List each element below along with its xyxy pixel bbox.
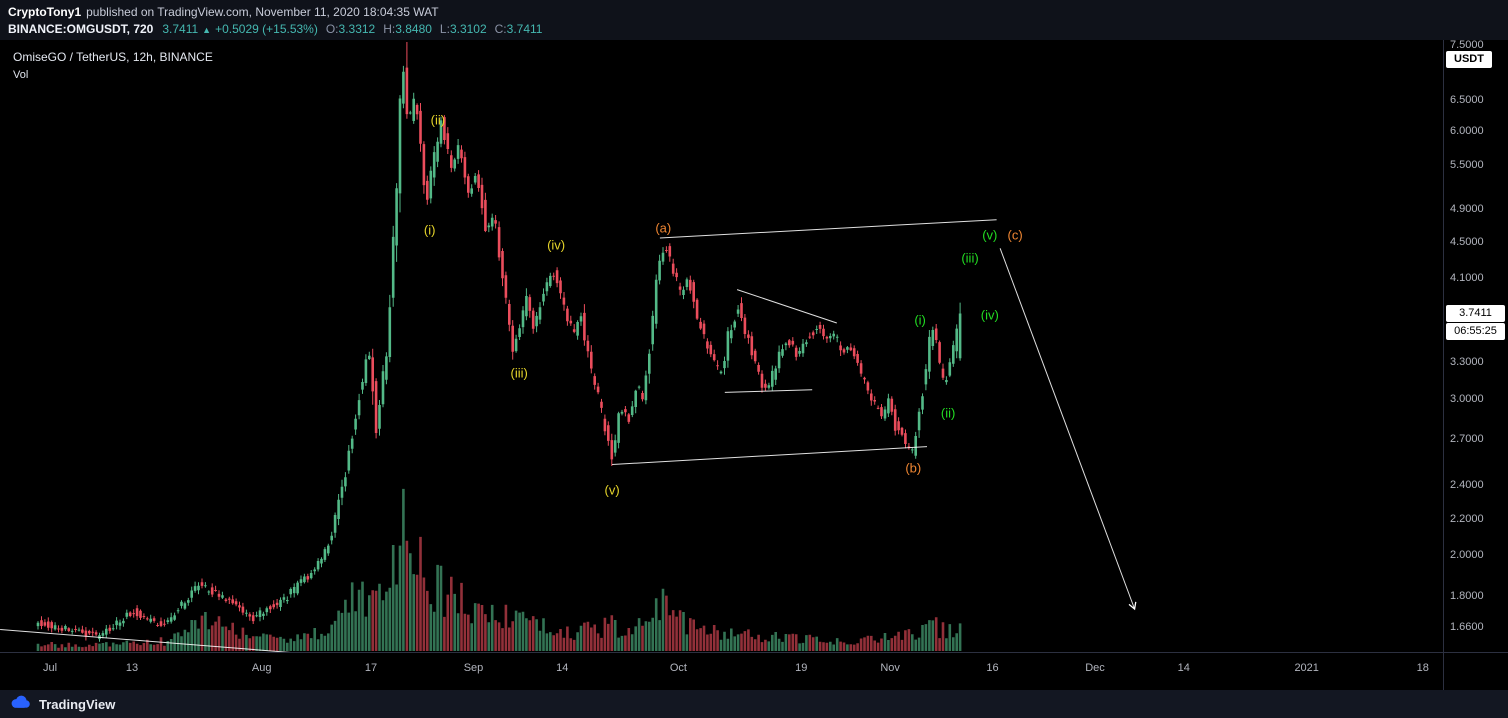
price-tick-label: 2.7000 xyxy=(1450,433,1484,446)
price-tick-label: 6.5000 xyxy=(1450,94,1484,107)
open-label: O: xyxy=(325,22,339,36)
footer-bar: TradingView xyxy=(0,690,1508,718)
low-label: L: xyxy=(439,22,450,36)
symbol-info-bar: BINANCE:OMGUSDT, 720 3.7411 ▲ +0.5029 (+15.… xyxy=(8,22,1500,36)
symbol-name[interactable]: BINANCE:OMGUSDT, 720 xyxy=(8,22,154,36)
time-tick-label: 14 xyxy=(1177,662,1190,674)
publish-info: published on TradingView.com, November 1… xyxy=(86,5,439,19)
tradingview-logo[interactable] xyxy=(9,694,32,714)
time-tick-label: Oct xyxy=(669,662,687,674)
time-axis[interactable]: Jul 13 Aug 17 Sep 14 Oct 19 Nov 16 Dec 14 2021 18 xyxy=(0,652,1508,690)
time-tick-label: 18 xyxy=(1416,662,1429,674)
candles-layer xyxy=(36,42,962,642)
time-tick-label: 17 xyxy=(364,662,378,674)
legend-symbol[interactable]: OmiseGO / TetherUS, 12h, BINANCE xyxy=(13,50,213,64)
up-arrow-icon: ▲ xyxy=(202,25,212,35)
time-tick-label: 13 xyxy=(125,662,139,674)
time-tick-label: Nov xyxy=(880,662,900,674)
high-label: H: xyxy=(383,22,396,36)
trendlines-layer xyxy=(0,219,1137,653)
price-tick-label: 4.1000 xyxy=(1450,272,1484,285)
author-name[interactable]: CryptoTony1 xyxy=(8,5,82,19)
volume-layer xyxy=(36,488,962,651)
time-tick-label: Dec xyxy=(1085,662,1105,674)
time-tick-label: 2021 xyxy=(1294,662,1319,674)
price-tick-label: 2.4000 xyxy=(1450,478,1484,491)
price-tick-label: 4.5000 xyxy=(1450,236,1484,249)
price-tick-label: 5.5000 xyxy=(1450,158,1484,171)
price-tick-label: 6.0000 xyxy=(1450,125,1484,138)
chart-legend: OmiseGO / TetherUS, 12h, BINANCE Vol xyxy=(13,50,213,81)
price-tick-label: 4.9000 xyxy=(1450,203,1484,216)
last-price-badge: 3.7411 xyxy=(1446,305,1505,322)
low-value: 3.3102 xyxy=(449,22,487,36)
time-tick-label: 14 xyxy=(556,662,569,674)
price-tick-label: 2.0000 xyxy=(1450,549,1484,562)
price-tick-label: 7.5000 xyxy=(1450,40,1484,51)
publish-info-row: CryptoTony1 published on TradingView.com,… xyxy=(8,5,1500,19)
open-value: 3.3312 xyxy=(338,22,376,36)
close-label: C: xyxy=(494,22,507,36)
price-tick-label: 1.8000 xyxy=(1450,589,1484,602)
legend-volume[interactable]: Vol xyxy=(13,69,29,81)
time-tick-label: Aug xyxy=(251,662,272,674)
price-tick-label: 1.6600 xyxy=(1450,621,1484,634)
publish-header: CryptoTony1 published on TradingView.com,… xyxy=(0,0,1508,40)
candle-countdown-badge: 06:55:25 xyxy=(1446,323,1505,340)
time-tick-label: Jul xyxy=(42,662,58,674)
time-tick-label: 16 xyxy=(986,662,999,674)
price-change: +0.5029 (+15.53%) xyxy=(215,22,318,36)
high-value: 3.8480 xyxy=(395,22,432,36)
time-tick-label: Sep xyxy=(463,662,484,674)
close-value: 3.7411 xyxy=(506,22,543,36)
price-tick-label: 3.3000 xyxy=(1450,355,1484,368)
tradingview-brand[interactable]: TradingView xyxy=(39,696,116,712)
time-tick-label: 19 xyxy=(795,662,808,674)
price-tick-label: 2.2000 xyxy=(1450,512,1484,525)
currency-badge: USDT xyxy=(1446,51,1492,68)
price-tick-label: 3.0000 xyxy=(1450,392,1484,405)
forecast-arrow xyxy=(999,248,1137,611)
last-price-value: 3.7411 xyxy=(162,22,199,36)
price-axis[interactable]: USDT 3.7411 06:55:25 7.5000 6.5000 6.0000 5… xyxy=(1443,40,1508,692)
